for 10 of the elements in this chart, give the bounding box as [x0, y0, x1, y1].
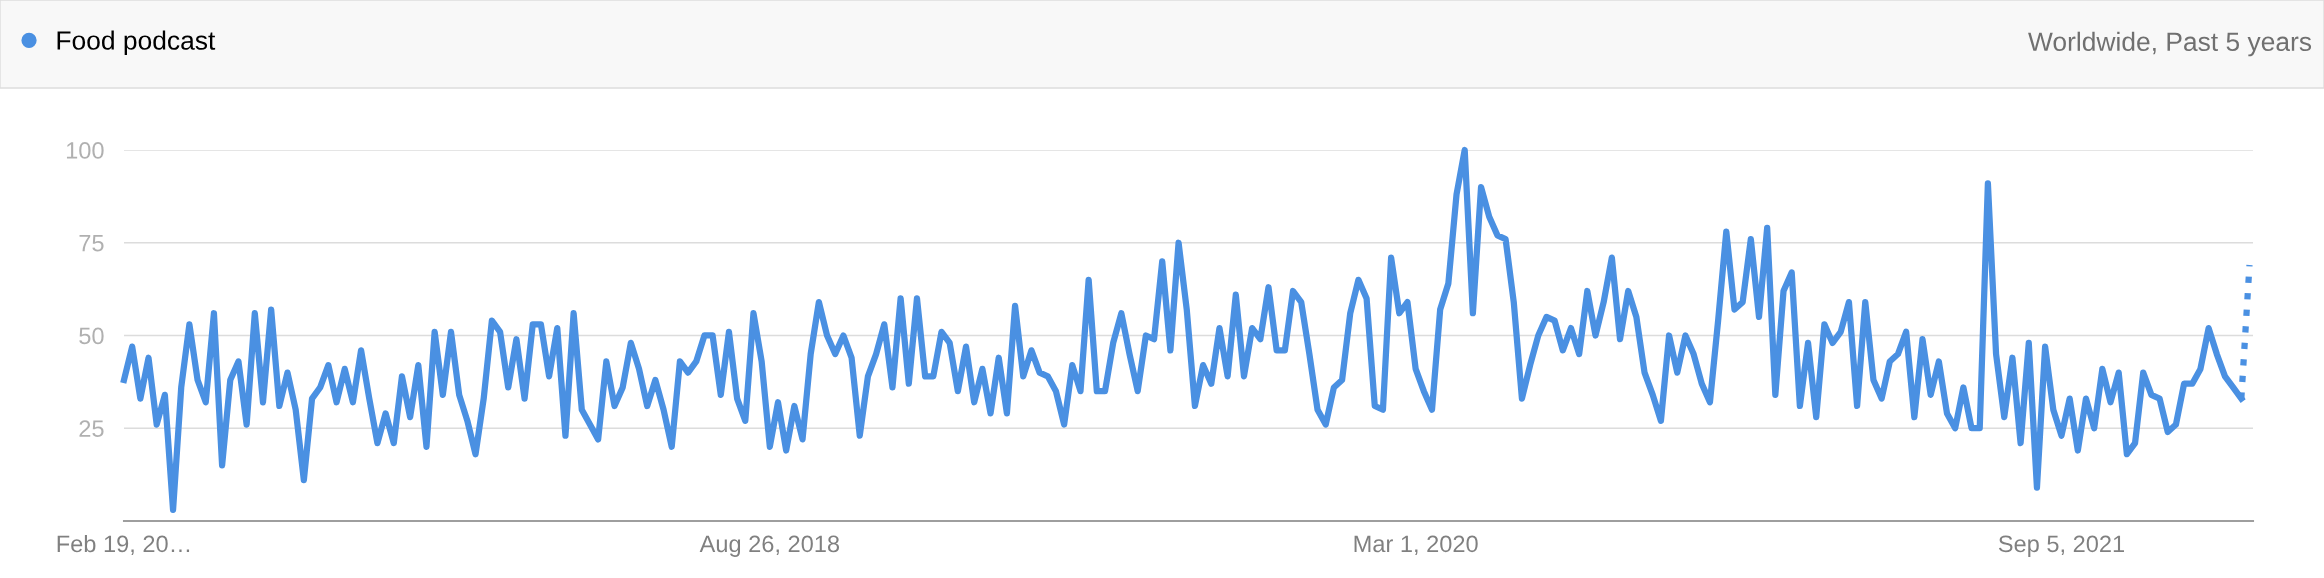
y-tick-label: 25 [79, 420, 104, 438]
x-tick-label: Sep 5, 2021 [1998, 535, 2124, 557]
y-tick-label: 50 [79, 327, 104, 345]
chart-subtitle: Worldwide, Past 5 years [2028, 31, 2312, 57]
y-tick-label: 75 [79, 235, 104, 252]
legend-label: Food podcast [57, 30, 216, 56]
x-tick-label: Aug 26, 2018 [699, 535, 840, 557]
x-tick-label: Mar 1, 2020 [1354, 535, 1478, 556]
y-tick-label: 100 [66, 142, 104, 159]
x-tick-label: Feb 19, 20… [57, 534, 190, 556]
